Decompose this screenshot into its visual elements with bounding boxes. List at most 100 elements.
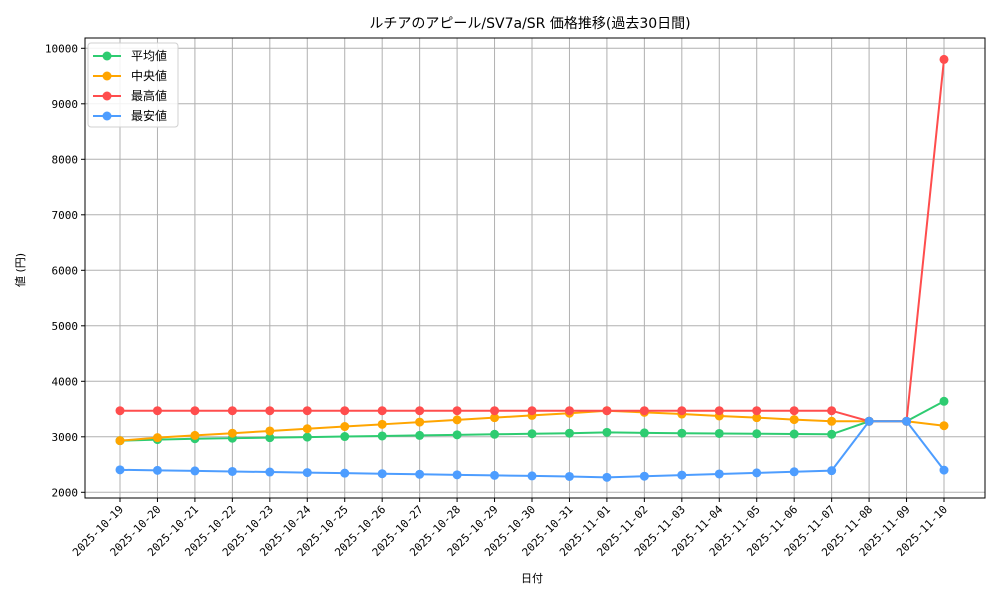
data-point [115,465,125,475]
y-tick-label: 5000 [52,320,79,333]
data-point [265,426,275,436]
data-point [377,419,387,429]
data-point [340,468,350,478]
series-最高値 [115,54,949,426]
data-point [789,415,799,425]
data-point [602,406,612,416]
data-point [714,406,724,416]
data-point [490,406,500,416]
gridlines [85,38,985,498]
data-point [789,406,799,416]
y-tick-label: 7000 [52,209,79,222]
data-point [227,428,237,438]
data-point [302,432,312,442]
y-tick-label: 10000 [45,42,78,55]
x-axis-label: 日付 [521,572,543,585]
data-point [639,428,649,438]
data-point [939,396,949,406]
data-point [752,406,762,416]
data-point [415,430,425,440]
data-point [789,429,799,439]
series-lines [115,54,949,482]
data-point [415,417,425,427]
data-point [452,406,462,416]
y-tick-label: 4000 [52,375,79,388]
data-point [789,467,799,477]
data-point [340,406,350,416]
data-point [490,413,500,423]
plot-frame [84,37,986,499]
data-point [452,430,462,440]
data-point [190,466,200,476]
data-point [340,432,350,442]
data-point [115,406,125,416]
data-point [827,429,837,439]
data-point [939,465,949,475]
data-point [227,406,237,416]
data-point [265,467,275,477]
y-tick-label: 2000 [52,486,79,499]
legend-entry: 最安値 [131,108,167,123]
data-point [152,465,162,475]
y-tick-label: 6000 [52,264,79,277]
x-axis-ticks: 2025-10-192025-10-202025-10-212025-10-22… [70,498,950,559]
data-point [302,468,312,478]
data-point [377,406,387,416]
data-point [714,469,724,479]
data-point [602,472,612,482]
data-point [152,433,162,443]
data-point [152,406,162,416]
data-point [827,406,837,416]
legend-entry: 最高値 [131,88,167,103]
data-point [377,431,387,441]
legend-entry: 平均値 [131,48,167,63]
y-tick-label: 9000 [52,98,79,111]
data-point [752,468,762,478]
data-point [490,429,500,439]
y-tick-label: 8000 [52,153,79,166]
data-point [265,406,275,416]
data-point [302,424,312,434]
data-point [677,428,687,438]
data-point [902,416,912,426]
data-point [564,471,574,481]
data-point [190,430,200,440]
data-point [864,416,874,426]
data-point [302,406,312,416]
data-point [377,469,387,479]
data-point [939,421,949,431]
data-point [639,471,649,481]
data-point [752,413,762,423]
data-point [527,471,537,481]
data-point [415,406,425,416]
data-point [527,429,537,439]
data-point [227,466,237,476]
data-point [415,469,425,479]
data-point [827,416,837,426]
data-point [714,428,724,438]
data-point [190,406,200,416]
data-point [115,436,125,446]
data-point [452,415,462,425]
data-point [490,470,500,480]
series-最安値 [115,416,949,482]
data-point [265,433,275,443]
data-point [340,422,350,432]
data-point [677,406,687,416]
chart-title: ルチアのアピール/SV7a/SR 価格推移(過去30日間) [369,16,690,32]
data-point [564,428,574,438]
data-point [639,406,649,416]
y-axis-label: 値 (円) [14,253,27,287]
data-point [752,429,762,439]
data-point [527,406,537,416]
data-point [827,466,837,476]
y-tick-label: 3000 [52,431,79,444]
data-point [602,427,612,437]
data-point [452,470,462,480]
legend-entry: 中央値 [131,68,167,83]
data-point [564,406,574,416]
data-point [939,54,949,64]
data-point [677,470,687,480]
